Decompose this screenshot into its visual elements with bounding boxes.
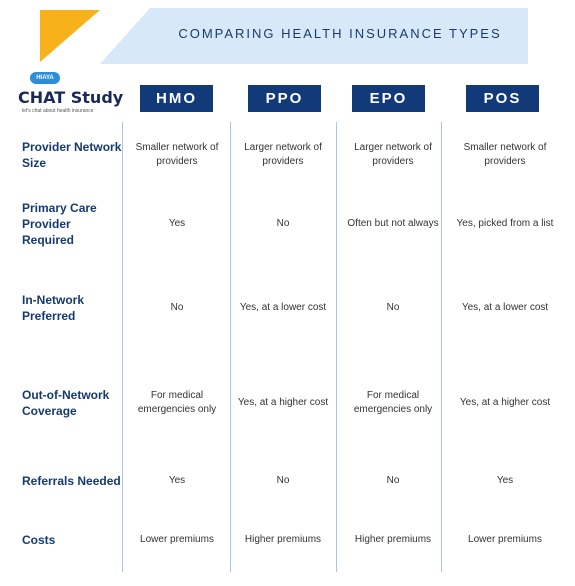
cell: For medical emergencies only [137,390,217,415]
column-divider [230,122,231,572]
row-label: Out-of-Network Coverage [22,388,110,418]
row-label: Primary Care Provider Required [22,201,97,247]
cell: Higher premiums [354,534,432,545]
logo-tagline: let's chat about health insurance [22,108,94,114]
row-label: Referrals Needed [22,474,121,488]
cell: Often but not always [347,218,439,229]
column-header: PPO [248,85,321,112]
column-divider [336,122,337,572]
title-banner [100,8,528,64]
cell: Yes, at a lower cost [239,302,327,313]
cell: No [170,302,184,313]
cell: No [276,475,290,486]
title: COMPARING HEALTH INSURANCE TYPES [178,26,502,41]
row-label: In-Network Preferred [22,293,85,323]
logo-name: CHAT Study [18,88,124,107]
cell: Larger network of providers [354,142,432,167]
cell: Yes, at a higher cost [459,397,551,408]
cell: Yes [168,475,186,486]
cell: Larger network of providers [244,142,322,167]
row-label: Costs [22,533,56,547]
cell: Smaller network of providers [463,142,547,167]
cell: Yes [496,475,514,486]
header-shapes [40,8,528,64]
cell: No [386,302,400,313]
column-header: POS [466,85,539,112]
cell: No [276,218,290,229]
cell: Yes [168,218,186,229]
cell: Lower premiums [140,534,214,545]
row-label: Provider Network Size [22,140,122,170]
cell: Yes, at a higher cost [237,397,329,408]
column-divider [441,122,442,572]
cell: Yes, picked from a list [456,218,554,229]
cell: No [386,475,400,486]
logo-badge: HIAYA [30,72,60,84]
cell: Higher premiums [244,534,322,545]
cell: Lower premiums [468,534,542,545]
column-header: EPO [352,85,425,112]
yellow-triangle [40,10,100,62]
cell: For medical emergencies only [353,390,433,415]
cell: Smaller network of providers [135,142,219,167]
column-header: HMO [140,85,213,112]
column-divider [122,122,123,572]
cell: Yes, at a lower cost [461,302,549,313]
